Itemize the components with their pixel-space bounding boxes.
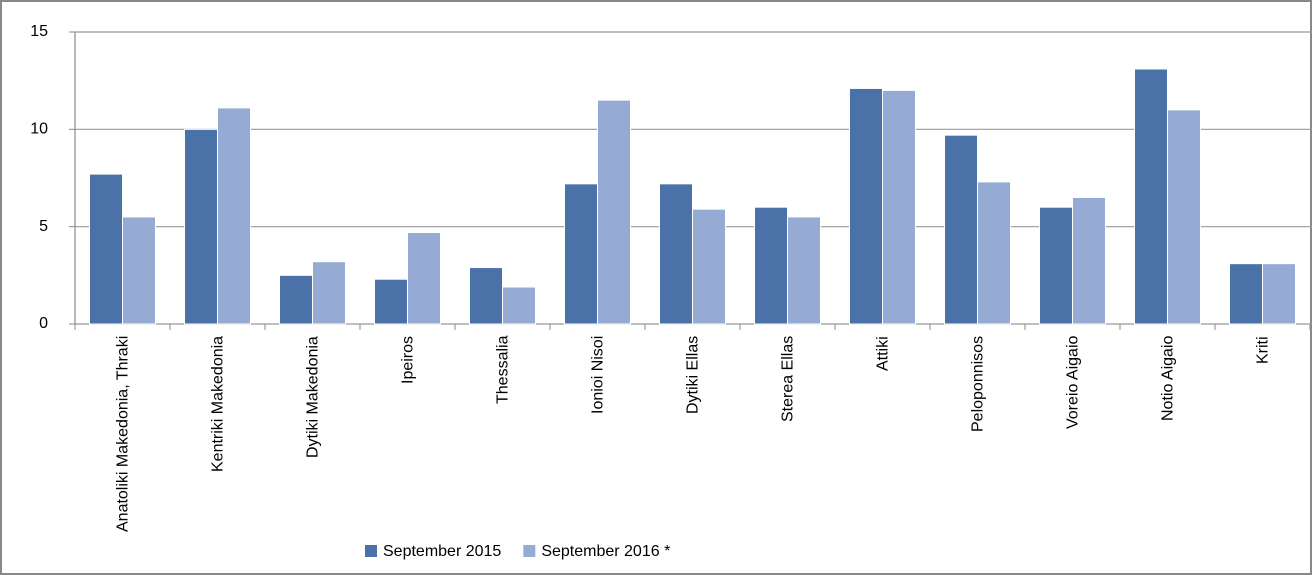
- bar: [1134, 68, 1168, 325]
- bar: [374, 278, 408, 325]
- x-tick-label: Ipeiros: [399, 336, 416, 385]
- bar: [407, 232, 441, 325]
- x-tick-label: Dytiki Makedonia: [304, 336, 321, 458]
- bar: [184, 128, 218, 325]
- bar: [217, 107, 251, 325]
- bar: [659, 183, 693, 325]
- x-tick-label: Kriti: [1254, 336, 1271, 364]
- legend-label: September 2016 *: [541, 543, 670, 560]
- legend-swatch: [365, 545, 377, 557]
- legend-swatch: [523, 545, 536, 557]
- bar: [122, 216, 156, 325]
- bar: [849, 87, 883, 325]
- bar: [977, 181, 1011, 325]
- x-tick-label: Peloponnisos: [969, 336, 986, 433]
- x-tick-label: Notio Aigaio: [1159, 336, 1176, 422]
- y-tick-label: 10: [30, 121, 48, 138]
- y-tick-label: 15: [30, 23, 48, 40]
- bar: [279, 274, 313, 325]
- bar: [502, 286, 536, 325]
- x-tick-label: Voreio Aigaio: [1064, 336, 1081, 430]
- bar: [597, 99, 631, 325]
- bar: [882, 89, 916, 325]
- bar: [469, 267, 503, 325]
- bar: [787, 216, 821, 325]
- x-tick-label: Attiki: [874, 336, 891, 371]
- y-tick-label: 5: [39, 218, 48, 235]
- bar: [1262, 263, 1296, 325]
- bar: [692, 208, 726, 325]
- bar: [564, 183, 598, 325]
- bar: [89, 173, 123, 325]
- bar: [1039, 206, 1073, 325]
- bar: [754, 206, 788, 325]
- x-tick-label: Kentriki Makedonia: [209, 336, 226, 473]
- x-tick-label: Anatoliki Makedonia, Thraki: [114, 336, 131, 533]
- bar: [944, 134, 978, 325]
- bar: [1229, 263, 1263, 325]
- x-tick-label: Thessalia: [494, 336, 511, 405]
- bar: [312, 261, 346, 325]
- x-tick-label: Sterea Ellas: [779, 336, 796, 423]
- x-tick-label: Ionioi Nisoi: [589, 336, 606, 415]
- x-tick-label: Dytiki Ellas: [684, 336, 701, 415]
- bar: [1167, 109, 1201, 325]
- y-tick-label: 0: [39, 315, 48, 332]
- legend-label: September 2015: [383, 543, 501, 560]
- bar: [1072, 196, 1106, 325]
